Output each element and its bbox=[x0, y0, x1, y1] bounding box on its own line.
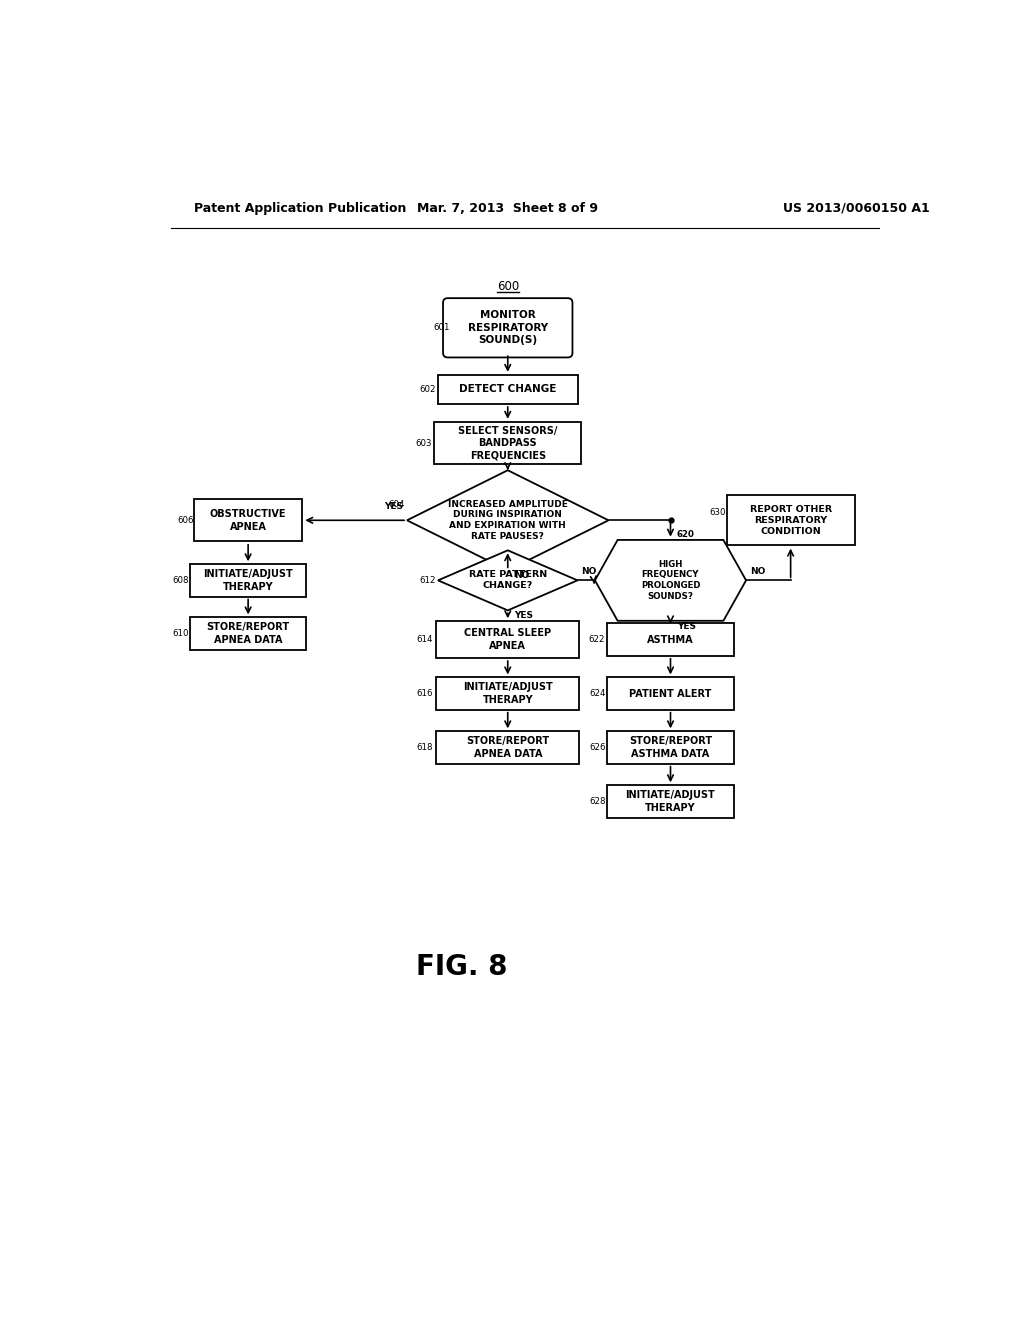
Bar bbox=[434, 422, 582, 465]
Text: 624: 624 bbox=[590, 689, 606, 698]
Text: MONITOR
RESPIRATORY
SOUND(S): MONITOR RESPIRATORY SOUND(S) bbox=[468, 310, 548, 346]
Text: 618: 618 bbox=[417, 743, 433, 752]
Text: HIGH
FREQUENCY
PROLONGED
SOUNDS?: HIGH FREQUENCY PROLONGED SOUNDS? bbox=[641, 560, 700, 601]
Text: 616: 616 bbox=[417, 689, 433, 698]
Text: 608: 608 bbox=[173, 576, 189, 585]
Text: NO: NO bbox=[582, 566, 597, 576]
Text: STORE/REPORT
APNEA DATA: STORE/REPORT APNEA DATA bbox=[207, 622, 290, 644]
Text: OBSTRUCTIVE
APNEA: OBSTRUCTIVE APNEA bbox=[210, 510, 287, 532]
Bar bbox=[194, 499, 302, 541]
Text: US 2013/0060150 A1: US 2013/0060150 A1 bbox=[783, 202, 930, 215]
Text: ASTHMA: ASTHMA bbox=[647, 635, 694, 644]
Text: 604: 604 bbox=[388, 500, 404, 510]
Bar bbox=[436, 622, 580, 659]
Bar bbox=[606, 677, 734, 710]
FancyBboxPatch shape bbox=[443, 298, 572, 358]
Bar bbox=[438, 375, 578, 404]
Bar bbox=[606, 623, 734, 656]
Text: STORE/REPORT
ASTHMA DATA: STORE/REPORT ASTHMA DATA bbox=[629, 737, 712, 759]
Text: SELECT SENSORS/
BANDPASS
FREQUENCIES: SELECT SENSORS/ BANDPASS FREQUENCIES bbox=[458, 426, 557, 461]
Text: CENTRAL SLEEP
APNEA: CENTRAL SLEEP APNEA bbox=[464, 628, 551, 651]
Text: INCREASED AMPLITUDE
DURING INSPIRATION
AND EXPIRATION WITH
RATE PAUSES?: INCREASED AMPLITUDE DURING INSPIRATION A… bbox=[447, 500, 567, 541]
Text: 602: 602 bbox=[419, 385, 435, 393]
Text: INITIATE/ADJUST
THERAPY: INITIATE/ADJUST THERAPY bbox=[626, 791, 716, 813]
Text: Patent Application Publication: Patent Application Publication bbox=[194, 202, 407, 215]
Polygon shape bbox=[595, 540, 746, 620]
Bar bbox=[436, 677, 580, 710]
Text: 610: 610 bbox=[173, 630, 189, 638]
Bar bbox=[190, 618, 306, 649]
Text: PATIENT ALERT: PATIENT ALERT bbox=[630, 689, 712, 698]
Polygon shape bbox=[438, 550, 578, 610]
Text: Mar. 7, 2013  Sheet 8 of 9: Mar. 7, 2013 Sheet 8 of 9 bbox=[417, 202, 598, 215]
Text: 620: 620 bbox=[677, 529, 694, 539]
Text: 622: 622 bbox=[588, 635, 604, 644]
Text: INITIATE/ADJUST
THERAPY: INITIATE/ADJUST THERAPY bbox=[203, 569, 293, 591]
Text: FIG. 8: FIG. 8 bbox=[416, 953, 507, 981]
Text: YES: YES bbox=[384, 502, 403, 511]
Text: STORE/REPORT
APNEA DATA: STORE/REPORT APNEA DATA bbox=[466, 737, 549, 759]
Text: 630: 630 bbox=[710, 508, 726, 517]
Polygon shape bbox=[407, 470, 608, 570]
Text: INITIATE/ADJUST
THERAPY: INITIATE/ADJUST THERAPY bbox=[463, 682, 553, 705]
Bar bbox=[727, 495, 855, 545]
Text: NO: NO bbox=[514, 572, 529, 581]
Text: YES: YES bbox=[514, 611, 532, 620]
Text: 626: 626 bbox=[590, 743, 606, 752]
Bar bbox=[190, 564, 306, 597]
Text: RATE PATTERN
CHANGE?: RATE PATTERN CHANGE? bbox=[469, 570, 547, 590]
Text: 614: 614 bbox=[417, 635, 433, 644]
Text: 612: 612 bbox=[419, 576, 435, 585]
Text: 628: 628 bbox=[590, 797, 606, 805]
Text: 606: 606 bbox=[177, 516, 194, 525]
Bar bbox=[606, 785, 734, 817]
Bar bbox=[606, 731, 734, 763]
Bar bbox=[436, 731, 580, 763]
Text: REPORT OTHER
RESPIRATORY
CONDITION: REPORT OTHER RESPIRATORY CONDITION bbox=[750, 504, 831, 536]
Text: 600: 600 bbox=[497, 280, 519, 293]
Text: NO: NO bbox=[751, 566, 766, 576]
Text: 601: 601 bbox=[433, 323, 450, 333]
Text: 603: 603 bbox=[416, 438, 432, 447]
Text: DETECT CHANGE: DETECT CHANGE bbox=[459, 384, 556, 395]
Text: YES: YES bbox=[677, 622, 695, 631]
